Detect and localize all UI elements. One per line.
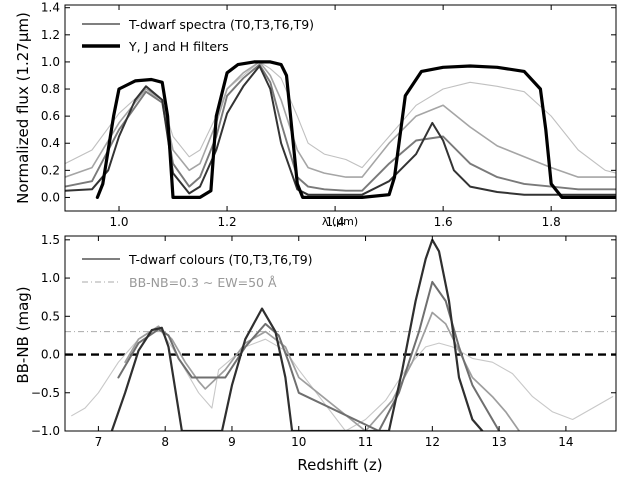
y-tick-label: 0.5 — [41, 309, 60, 323]
legend-label-bbnb-threshold: BB-NB=0.3 ∼ EW=50 Å — [129, 275, 277, 290]
y-tick-label: 1.5 — [41, 233, 60, 247]
y-tick-label: 1.0 — [41, 271, 60, 285]
x-tick-label: 1.4 — [326, 215, 345, 229]
y-tick-label: 1.2 — [41, 28, 60, 42]
panel-bottom-colours: 7 8 9 10 11 12 13 14 −1.0 −0.5 0.0 0.5 1.0 1.5 Redshi… — [14, 233, 617, 474]
y-tick-label: 0.6 — [41, 109, 60, 123]
legend-label-tdwarf-spectra: T-dwarf spectra (T0,T3,T6,T9) — [128, 17, 314, 32]
plot-area-top — [65, 5, 616, 211]
y-axis-label-bottom: BB-NB (mag) — [14, 286, 32, 383]
y-tick-label: 1.4 — [41, 1, 60, 15]
y-tick-label: 0.2 — [41, 163, 60, 177]
legend-bottom: T-dwarf colours (T0,T3,T6,T9) BB-NB=0.3 … — [82, 252, 313, 290]
x-tick-label: 12 — [425, 435, 440, 449]
ticks-top: 1.0 1.2 1.4 1.6 1.8 0.0 0.2 0.4 0.6 0.8 1.0 1.2 1.4 — [41, 1, 616, 229]
legend-label-tdwarf-colours: T-dwarf colours (T0,T3,T6,T9) — [128, 252, 313, 267]
x-tick-label: 1.0 — [109, 215, 128, 229]
x-tick-label: 13 — [491, 435, 506, 449]
x-tick-label: 1.2 — [218, 215, 237, 229]
x-tick-label: 1.8 — [542, 215, 561, 229]
y-tick-label: 0.0 — [41, 348, 60, 362]
x-tick-label: 10 — [291, 435, 306, 449]
y-tick-label: −1.0 — [31, 424, 60, 438]
y-tick-label: −0.5 — [31, 386, 60, 400]
x-tick-label: 8 — [161, 435, 169, 449]
legend-top: T-dwarf spectra (T0,T3,T6,T9) Y, J and H… — [82, 17, 314, 54]
series-line-bottom-2 — [117, 280, 501, 431]
series-group-top — [65, 60, 616, 199]
x-axis-label-top: λ (μm) — [322, 215, 358, 228]
x-tick-label: 11 — [358, 435, 373, 449]
axes-frame-top — [64, 4, 617, 212]
plot-area-bottom — [65, 236, 616, 431]
y-axis-label-top: Normalized flux (1.27μm) — [14, 12, 32, 204]
panel-top-spectra: 1.0 1.2 1.4 1.6 1.80.00.20.40.60.81.01.21.4 … — [14, 1, 617, 229]
series-line-top-4 — [95, 60, 616, 199]
y-tick-label: 0.4 — [41, 136, 60, 150]
series-line-top-3 — [65, 65, 616, 196]
y-tick-label: 1.0 — [41, 55, 60, 69]
y-tick-label: 0.0 — [41, 190, 60, 204]
x-tick-label: 9 — [228, 435, 236, 449]
x-axis-label-bottom: Redshift (z) — [297, 456, 382, 474]
ticks-bottom: 7 8 9 10 11 12 13 14 −1.0 −0.5 0.0 0.5 1.0 1.5 — [31, 233, 616, 449]
legend-label-filters: Y, J and H filters — [128, 39, 229, 54]
x-tick-label: 7 — [95, 435, 103, 449]
x-tick-label: 14 — [558, 435, 573, 449]
series-group-bottom — [71, 238, 614, 431]
axes-frame-bottom — [64, 235, 617, 432]
series-line-bottom-3 — [110, 238, 484, 431]
x-tick-label: 1.6 — [434, 215, 453, 229]
y-tick-label: 0.8 — [41, 82, 60, 96]
